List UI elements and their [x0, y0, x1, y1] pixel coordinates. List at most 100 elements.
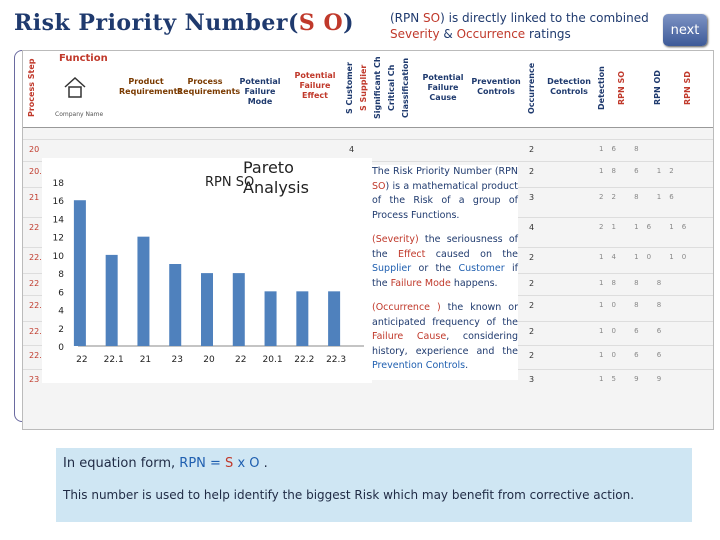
row-occurrence: 2 [529, 301, 535, 310]
explain-prevention-controls: Prevention Controls [372, 360, 466, 371]
bar [201, 273, 213, 346]
explain-so: SO [372, 180, 386, 192]
explain-text-9: , considering history, experience and th… [372, 331, 519, 357]
row-occurrence: 2 [529, 145, 535, 154]
y-tick-label: 6 [58, 288, 64, 298]
row-rpn: 10 6 6 [599, 351, 670, 359]
row-rpn: 10 6 6 [599, 327, 670, 335]
row-occurrence: 2 [529, 327, 535, 336]
y-tick-label: 0 [58, 343, 64, 353]
top-note-text-3: ratings [525, 27, 571, 41]
top-note-severity: Severity [390, 27, 440, 41]
header-product-req: Product Requirements [119, 77, 183, 96]
row-rpn: 21 16 16 [599, 223, 695, 231]
y-tick-label: 14 [53, 215, 65, 225]
row-id: 20.1 [29, 167, 47, 176]
row-id: 22.1 [29, 253, 47, 262]
bar [137, 236, 150, 346]
x-tick-label: 22.2 [294, 355, 314, 365]
rpn-explanation: The Risk Priority Number (RPN SO) is a m… [372, 165, 518, 380]
x-tick-label: 22 [235, 355, 246, 365]
top-note-amp: & [439, 27, 457, 41]
header-rpn-sd: RPN SD [683, 71, 692, 105]
header-company-name: Company Name [55, 111, 104, 118]
y-tick-label: 18 [53, 179, 65, 189]
row-occurrence: 3 [529, 193, 535, 202]
equation-o: O [249, 456, 260, 471]
x-tick-label: 21 [140, 355, 151, 365]
header-prevention-controls: Prevention Controls [471, 77, 521, 96]
header-failure-cause: Potential Failure Cause [422, 73, 464, 102]
x-tick-label: 22.1 [104, 355, 124, 365]
x-tick-label: 20 [203, 355, 215, 365]
header-failure-mode: Potential Failure Mode [239, 77, 281, 106]
title-paren-open: ( [288, 10, 299, 36]
x-tick-label: 23 [171, 355, 182, 365]
header-process-req: Process Requirements [177, 77, 241, 96]
house-icon [64, 76, 86, 98]
bar [169, 264, 182, 346]
sheet-header: Process Step Function Company Name Produ… [23, 51, 713, 128]
slide-title: Risk Priority Number(S O) [14, 10, 354, 36]
header-rpn-so: RPN SO [617, 70, 626, 106]
row-rpn: 22 8 16 [599, 193, 682, 201]
row-rpn: 15 9 9 [599, 375, 670, 383]
explain-text-3: the seriousness of the [372, 234, 518, 260]
header-classification: Classification [401, 57, 410, 119]
chart-title-line1: Pareto [243, 158, 294, 177]
row-rpn: 14 10 10 [599, 253, 695, 261]
row-id: 23 [29, 375, 40, 384]
row-occurrence: 2 [529, 351, 535, 360]
row-occurrence: 2 [529, 167, 535, 176]
header-critical-ch: Critical Ch [387, 64, 396, 112]
x-tick-label: 22 [76, 355, 87, 365]
row-id: 20 [29, 145, 40, 154]
explain-paragraph-2: (Severity) the seriousness of the Effect… [372, 233, 518, 291]
row-rpn: 10 8 8 [599, 301, 670, 309]
y-tick-label: 16 [53, 197, 65, 207]
header-failure-effect: Potential Failure Effect [294, 71, 336, 100]
equation-description: This number is used to help identify the… [63, 488, 635, 502]
chart-title-line2: Analysis [243, 178, 309, 197]
explain-text-8: the known or anticipated frequency of th… [372, 302, 518, 328]
explain-occurrence: (Occurrence ) [372, 302, 441, 313]
bar [264, 291, 277, 346]
bar [105, 254, 118, 346]
top-note-occurrence: Occurrence [456, 27, 526, 41]
equation-x: x [233, 456, 250, 471]
x-tick-label: 22.3 [326, 355, 346, 365]
bar [232, 273, 245, 346]
y-tick-label: 8 [58, 270, 64, 280]
y-tick-label: 2 [58, 325, 64, 335]
row-id: 21 [29, 193, 40, 202]
equation-box: In equation form, RPN = S x O . This num… [56, 448, 692, 522]
y-tick-label: 10 [53, 252, 65, 262]
equation-rpn: RPN = [179, 456, 226, 471]
explain-paragraph-3: (Occurrence ) the known or anticipated f… [372, 301, 518, 374]
explain-severity: (Severity) [372, 234, 419, 245]
row-rpn: 18 6 12 [599, 167, 682, 175]
row-id: 22.1 [29, 301, 47, 310]
explain-text-2: ) is a mathematical product of the Risk … [372, 180, 518, 221]
bar [73, 200, 86, 346]
header-detection-controls: Detection Controls [547, 77, 591, 96]
header-occurrence: Occurrence [527, 62, 536, 114]
next-button[interactable]: next [663, 14, 707, 46]
row-occurrence: 2 [529, 279, 535, 288]
y-tick-label: 4 [58, 307, 64, 317]
bar [328, 291, 341, 346]
explain-text: The Risk Priority Number (RPN [372, 166, 518, 177]
row-occurrence: 3 [529, 375, 535, 384]
top-note-text: (RPN [390, 11, 424, 25]
row-rpn: 16 8 [599, 145, 647, 153]
explain-paragraph-1: The Risk Priority Number (RPN SO) is a m… [372, 165, 518, 223]
explain-text-5: or the [411, 263, 459, 274]
header-rpn-od: RPN OD [653, 70, 662, 106]
header-s-customer: S Customer [345, 62, 354, 114]
pareto-chart: 0 2 4 6 8 10 12 14 16 18 22 22.1 21 23 20 22 20.1 22.2 22.… [42, 158, 372, 383]
explain-failure-mode: Failure Mode [390, 277, 451, 289]
header-significant-ch: Significant Ch [373, 56, 382, 120]
equation-s: S [225, 456, 234, 471]
top-note: (RPN SO) is directly linked to the combi… [390, 10, 650, 42]
row-id: 22.3 [29, 351, 47, 360]
